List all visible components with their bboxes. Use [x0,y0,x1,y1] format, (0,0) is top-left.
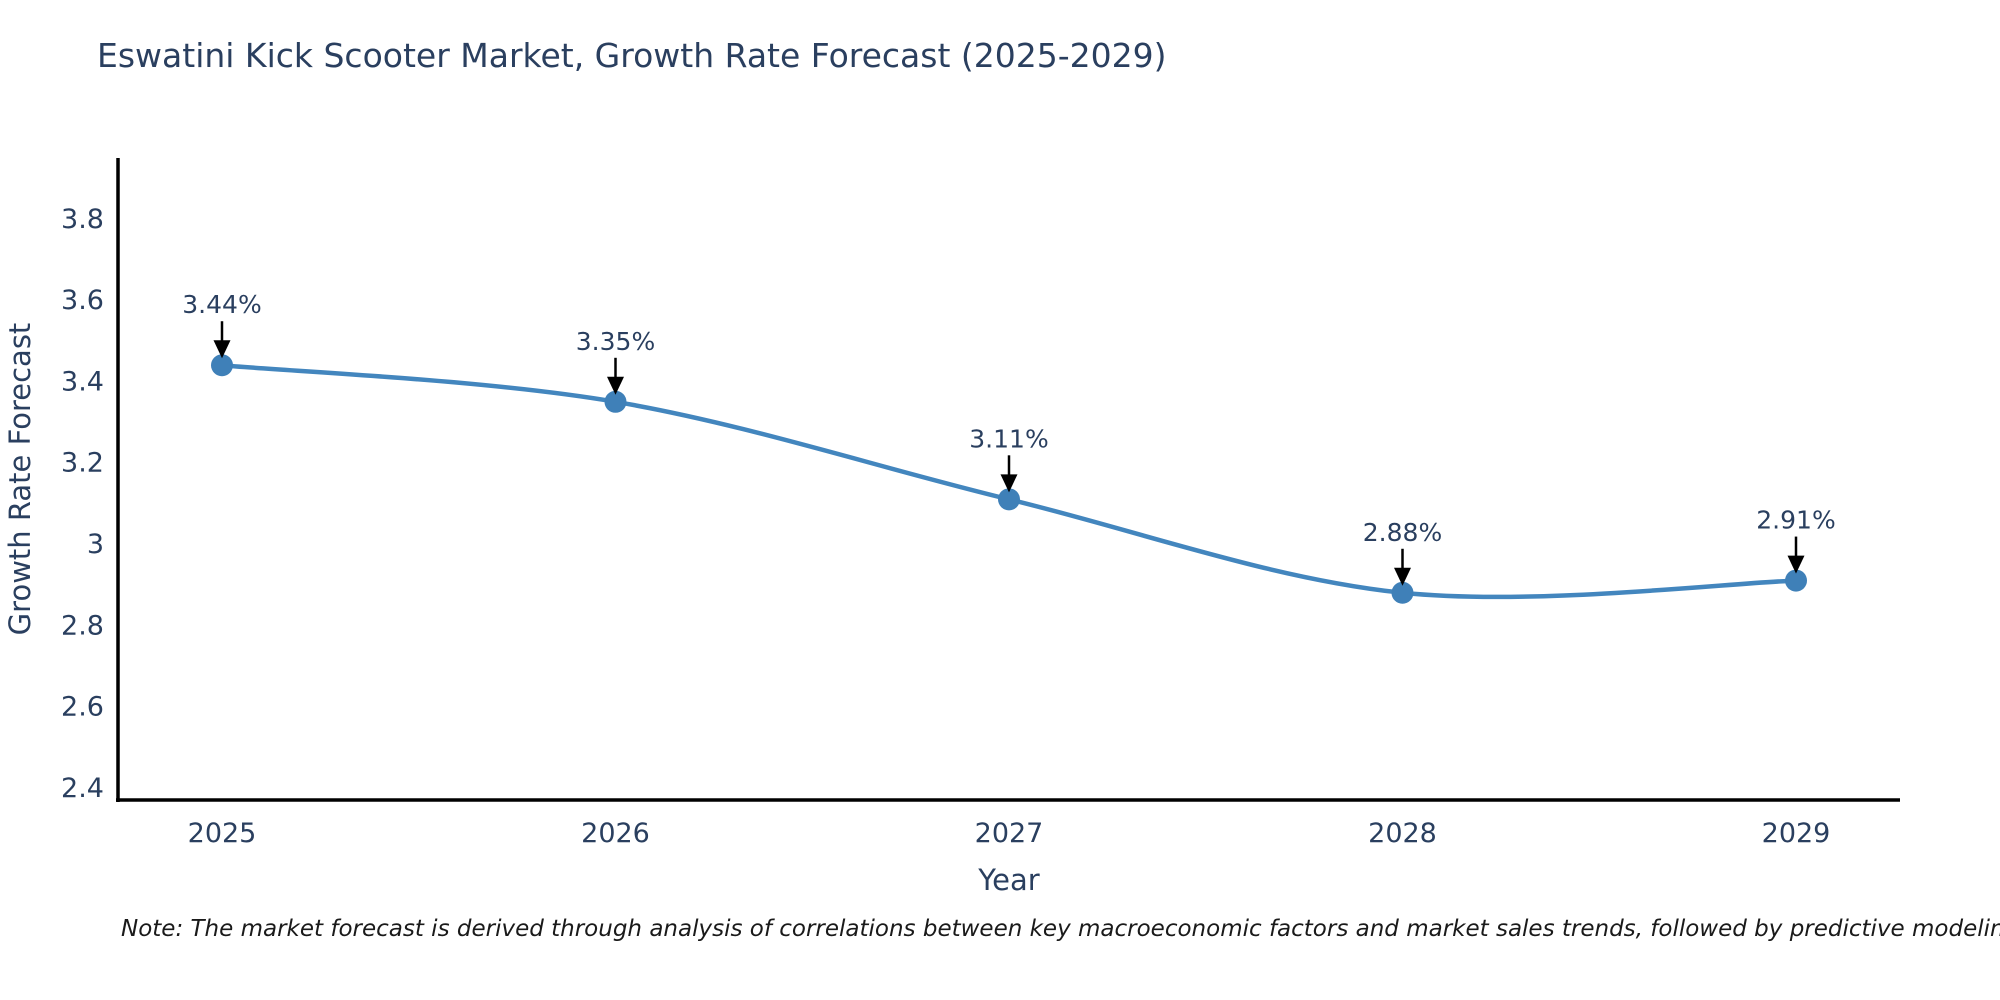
y-axis-title: Growth Rate Forecast [3,323,37,636]
footnote: Note: The market forecast is derived thr… [121,916,2000,942]
point-label: 3.11% [969,424,1048,453]
x-tick-label: 2026 [581,818,650,849]
x-tick-label: 2029 [1762,818,1831,849]
y-tick-label: 3.8 [61,204,104,235]
chart-title: Eswatini Kick Scooter Market, Growth Rat… [97,36,1167,75]
data-point [1785,569,1807,592]
point-label: 2.91% [1756,506,1835,535]
x-tick-label: 2027 [975,818,1044,849]
annotation-arrowhead [1000,474,1018,493]
y-tick-label: 2.8 [61,610,104,641]
data-point [604,390,627,413]
annotation-arrowhead [1394,567,1411,586]
annotation-arrowhead [607,376,624,395]
point-label: 2.88% [1363,518,1442,547]
point-label: 3.35% [576,327,655,356]
y-tick-label: 2.4 [61,773,104,804]
x-axis-title: Year [977,863,1039,897]
y-tick-label: 3.4 [61,366,104,397]
data-point [211,354,233,377]
x-tick-label: 2028 [1368,818,1437,849]
annotation-arrowhead [1787,555,1805,574]
y-tick-label: 2.6 [61,692,104,723]
y-tick-label: 3 [87,529,104,560]
x-tick-label: 2025 [188,818,257,849]
point-label: 3.44% [182,290,261,319]
data-point [998,488,1020,511]
data-point [1391,581,1414,604]
annotation-arrowhead [213,340,231,359]
y-tick-label: 3.2 [61,448,104,479]
y-tick-label: 3.6 [61,285,104,316]
